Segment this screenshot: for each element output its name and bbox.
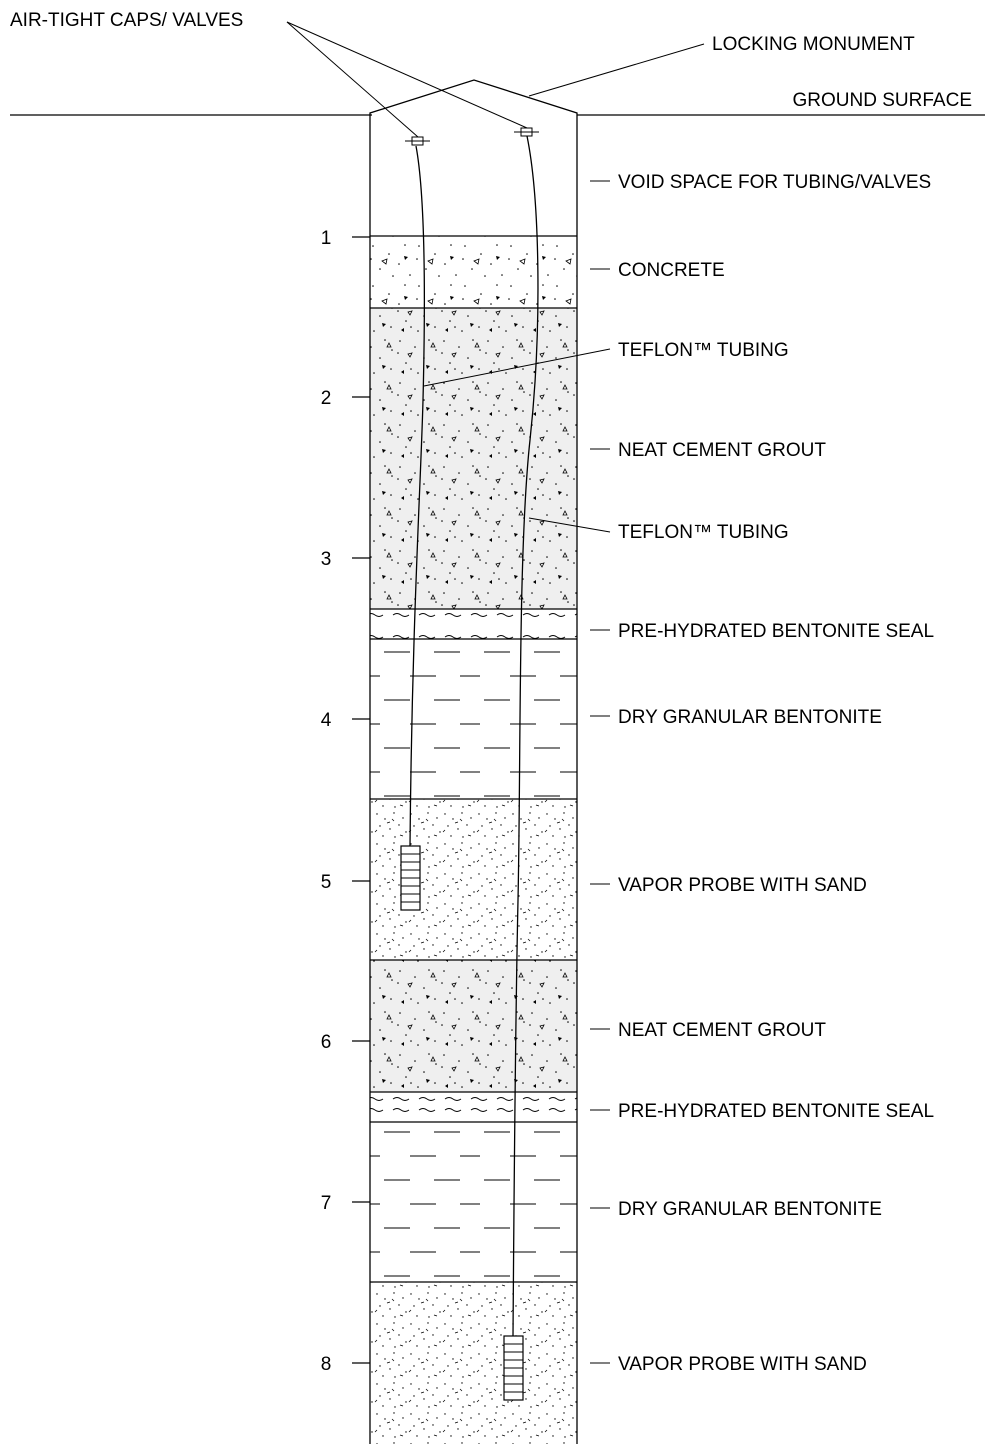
layer-label-grout1: NEAT CEMENT GROUT — [618, 440, 826, 461]
layer-label-seal1: PRE-HYDRATED BENTONITE SEAL — [618, 621, 934, 642]
vapor-probe-deep — [503, 1335, 524, 1401]
caps-leader-2 — [286, 21, 528, 129]
layer-fill-concrete — [370, 236, 577, 308]
layer-label-dry1: DRY GRANULAR BENTONITE — [618, 707, 882, 728]
top-labels: AIR-TIGHT CAPS/ VALVES LOCKING MONUMENT … — [10, 10, 972, 138]
layer-labels: VOID SPACE FOR TUBING/VALVES CONCRETE NEAT… — [590, 172, 934, 1375]
tubing-leader-2 — [528, 517, 611, 533]
depth-label-2: 2 — [321, 388, 332, 409]
tubing-labels: TEFLON™ TUBING TEFLON™ TUBING — [423, 340, 789, 543]
depth-label-5: 5 — [321, 872, 332, 893]
tubing-label-1: TEFLON™ TUBING — [618, 340, 789, 361]
layer-fill-dry1 — [370, 639, 577, 799]
layer-fills — [370, 235, 577, 1444]
caps-label: AIR-TIGHT CAPS/ VALVES — [10, 10, 243, 31]
layer-label-grout2: NEAT CEMENT GROUT — [618, 1020, 826, 1041]
monument-label: LOCKING MONUMENT — [712, 34, 915, 55]
depth-label-7: 7 — [321, 1193, 332, 1214]
borehole — [10, 79, 985, 1444]
depth-label-3: 3 — [321, 549, 332, 570]
depth-scale: 1 2 3 4 5 6 7 8 — [321, 228, 370, 1375]
depth-label-8: 8 — [321, 1354, 332, 1375]
tubing-label-2: TEFLON™ TUBING — [618, 522, 789, 543]
layer-label-concrete: CONCRETE — [618, 260, 725, 281]
layer-fill-dry2 — [370, 1122, 577, 1282]
layer-fill-seal2 — [370, 1092, 577, 1122]
monument-leader — [528, 43, 705, 97]
vapor-probes — [400, 845, 524, 1401]
tubing — [409, 135, 539, 1337]
tubing-deep — [512, 135, 539, 1337]
depth-label-1: 1 — [321, 228, 332, 249]
tubing-shallow — [409, 145, 425, 847]
caps-leader-1 — [286, 21, 419, 138]
layer-fill-grout2 — [370, 960, 577, 1092]
caps — [405, 127, 539, 146]
depth-label-4: 4 — [321, 710, 332, 731]
layer-label-void: VOID SPACE FOR TUBING/VALVES — [618, 172, 931, 193]
vapor-probe-shallow — [400, 845, 421, 911]
layer-fill-grout1 — [370, 308, 577, 609]
locking-monument-outline — [369, 79, 578, 1444]
layer-label-sand1: VAPOR PROBE WITH SAND — [618, 875, 867, 896]
layer-fill-seal1 — [370, 609, 577, 639]
layer-fill-sand2 — [370, 1282, 577, 1444]
tubing-leader-1 — [423, 348, 611, 387]
layer-label-seal2: PRE-HYDRATED BENTONITE SEAL — [618, 1101, 934, 1122]
ground-surface-label: GROUND SURFACE — [793, 90, 972, 111]
depth-label-6: 6 — [321, 1032, 332, 1053]
layer-label-sand2: VAPOR PROBE WITH SAND — [618, 1354, 867, 1375]
layer-label-dry2: DRY GRANULAR BENTONITE — [618, 1199, 882, 1220]
